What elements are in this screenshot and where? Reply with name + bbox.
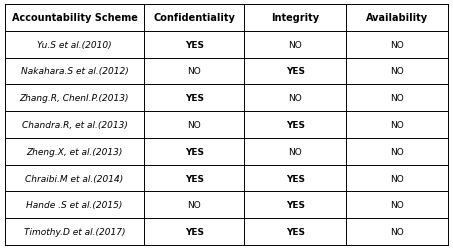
Text: Nakahara.S et al.(2012): Nakahara.S et al.(2012) xyxy=(20,67,128,76)
Text: YES: YES xyxy=(286,120,305,130)
Text: NO: NO xyxy=(289,147,302,156)
Text: NO: NO xyxy=(188,67,201,76)
Text: YES: YES xyxy=(286,174,305,183)
Text: YES: YES xyxy=(286,227,305,236)
Text: Chraibi.M et al.(2014): Chraibi.M et al.(2014) xyxy=(25,174,124,183)
Text: Availability: Availability xyxy=(366,13,429,23)
Text: Integrity: Integrity xyxy=(271,13,319,23)
Text: YES: YES xyxy=(185,147,204,156)
Text: NO: NO xyxy=(390,227,404,236)
Text: YES: YES xyxy=(185,94,204,103)
Text: NO: NO xyxy=(289,40,302,50)
Text: NO: NO xyxy=(390,200,404,209)
Text: YES: YES xyxy=(185,40,204,50)
Text: NO: NO xyxy=(390,174,404,183)
Text: Timothy.D et al.(2017): Timothy.D et al.(2017) xyxy=(24,227,125,236)
Text: NO: NO xyxy=(390,147,404,156)
Text: NO: NO xyxy=(390,94,404,103)
Text: Zheng.X, et al.(2013): Zheng.X, et al.(2013) xyxy=(26,147,123,156)
Text: NO: NO xyxy=(390,67,404,76)
Text: Zhang.R, ChenI.P.(2013): Zhang.R, ChenI.P.(2013) xyxy=(19,94,129,103)
Text: NO: NO xyxy=(289,94,302,103)
Text: NO: NO xyxy=(390,120,404,130)
Text: YES: YES xyxy=(286,67,305,76)
Text: Yu.S et al.(2010): Yu.S et al.(2010) xyxy=(37,40,112,50)
Text: YES: YES xyxy=(185,174,204,183)
Text: Hande .S et al.(2015): Hande .S et al.(2015) xyxy=(26,200,123,209)
Text: YES: YES xyxy=(185,227,204,236)
Text: Chandra.R, et al.(2013): Chandra.R, et al.(2013) xyxy=(21,120,127,130)
Text: YES: YES xyxy=(286,200,305,209)
Text: Confidentiality: Confidentiality xyxy=(154,13,235,23)
Text: Accountability Scheme: Accountability Scheme xyxy=(11,13,137,23)
Text: NO: NO xyxy=(188,120,201,130)
Text: NO: NO xyxy=(188,200,201,209)
Text: NO: NO xyxy=(390,40,404,50)
